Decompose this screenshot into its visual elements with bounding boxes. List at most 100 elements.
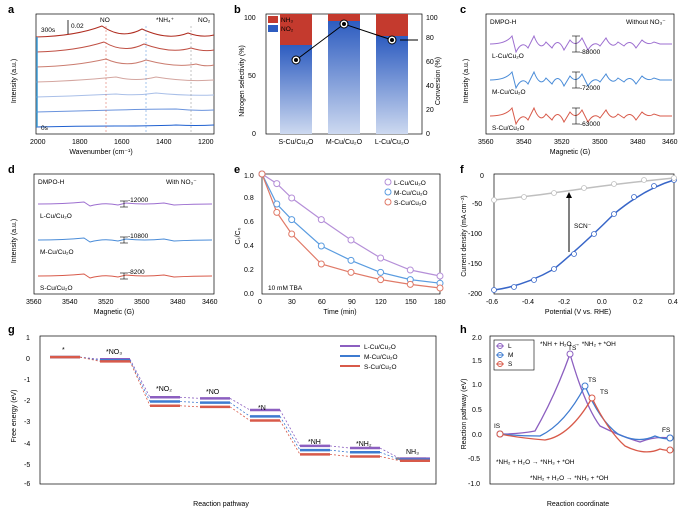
svg-text:3560: 3560 — [478, 139, 494, 146]
svg-text:2000: 2000 — [30, 139, 46, 146]
svg-text:TS: TS — [600, 389, 609, 396]
svg-text:M: M — [508, 352, 513, 359]
svg-text:0: 0 — [26, 356, 30, 363]
panel-a: a 300s 0s NO *NH₄⁺ NO₂ 0.02 200018001600… — [6, 6, 222, 156]
svg-text:0.5: 0.5 — [472, 407, 482, 414]
svg-text:*: * — [62, 347, 65, 354]
svg-text:TS: TS — [588, 377, 597, 384]
panel-c-chart: DMPO-H Without NO₃⁻ L-Cu/Cu₂O-88000 M-Cu… — [458, 6, 682, 156]
svg-text:*N: *N — [258, 405, 266, 412]
svg-text:*NH₂ + H₂O → *NH₃ + *OH: *NH₂ + H₂O → *NH₃ + *OH — [496, 459, 575, 466]
svg-text:1400: 1400 — [156, 139, 172, 146]
svg-text:L-Cu/Cu₂O: L-Cu/Cu₂O — [40, 213, 72, 220]
svg-text:60: 60 — [426, 59, 434, 66]
panel-c-xlabel: Magnetic (G) — [550, 149, 590, 156]
tba-note: 10 mM TBA — [268, 285, 303, 292]
svg-text:2.0: 2.0 — [472, 335, 482, 342]
svg-text:-0.6: -0.6 — [486, 299, 498, 306]
svg-text:NH₃: NH₃ — [406, 449, 419, 456]
nh4-label: *NH₄⁺ — [156, 17, 175, 24]
svg-text:80: 80 — [426, 35, 434, 42]
svg-text:20: 20 — [426, 107, 434, 114]
svg-text:IS: IS — [494, 423, 501, 430]
dmpo-title: DMPO-H — [490, 19, 517, 26]
svg-text:*NO₂: *NO₂ — [156, 386, 172, 393]
svg-text:S-Cu/Cu₂O: S-Cu/Cu₂O — [364, 364, 397, 371]
time-top: 300s — [41, 27, 56, 34]
svg-text:3560: 3560 — [26, 299, 42, 306]
scale-bar: 0.02 — [71, 23, 84, 30]
svg-text:-5: -5 — [24, 462, 30, 469]
panel-h-label: h — [460, 324, 467, 336]
svg-text:1.0: 1.0 — [472, 382, 482, 389]
panel-c-label: c — [460, 4, 466, 16]
svg-text:0.2: 0.2 — [633, 299, 643, 306]
panel-g-ylabel: Free energy (eV) — [11, 390, 18, 443]
svg-text:-4: -4 — [24, 441, 30, 448]
svg-text:0: 0 — [258, 299, 262, 306]
panel-b-ylabel2: Conversion (%) — [435, 57, 442, 105]
panel-a-xlabel: Wavenumber (cm⁻¹) — [69, 149, 132, 156]
svg-text:3460: 3460 — [202, 299, 218, 306]
svg-text:S-Cu/Cu₂O: S-Cu/Cu₂O — [278, 139, 314, 146]
svg-text:0.0: 0.0 — [597, 299, 607, 306]
svg-text:1.0: 1.0 — [244, 173, 254, 180]
panel-a-label: a — [8, 4, 14, 16]
svg-text:*NH₂ + H₂O → *NH₃ + *OH: *NH₂ + H₂O → *NH₃ + *OH — [530, 475, 609, 482]
panel-e-label: e — [234, 164, 240, 176]
svg-text:60: 60 — [318, 299, 326, 306]
panel-f-label: f — [460, 164, 464, 176]
panel-d-xlabel: Magnetic (G) — [94, 309, 134, 316]
svg-text:3520: 3520 — [98, 299, 114, 306]
svg-text:40: 40 — [426, 83, 434, 90]
svg-text:S-Cu/Cu₂O: S-Cu/Cu₂O — [40, 285, 73, 292]
svg-text:-0.5: -0.5 — [468, 456, 480, 463]
svg-text:3540: 3540 — [516, 139, 532, 146]
svg-text:M-Cu/Cu₂O: M-Cu/Cu₂O — [326, 139, 363, 146]
svg-text:100: 100 — [244, 15, 256, 22]
svg-text:*NH: *NH — [308, 439, 321, 446]
svg-text:*NO: *NO — [206, 389, 220, 396]
panel-h-ylabel: Reaction pathway (eV) — [461, 379, 468, 450]
svg-text:180: 180 — [434, 299, 446, 306]
panel-g-chart: L-Cu/Cu₂O M-Cu/Cu₂O S-Cu/Cu₂O **NO₃*NO₂*… — [6, 326, 446, 510]
svg-text:L-Cu/Cu₂O: L-Cu/Cu₂O — [375, 139, 410, 146]
svg-text:S-Cu/Cu₂O: S-Cu/Cu₂O — [492, 125, 525, 132]
panel-g: g L-Cu/Cu₂O M-Cu/Cu₂O S-Cu/Cu₂O **NO₃*NO… — [6, 326, 446, 510]
svg-text:-1.0: -1.0 — [468, 481, 480, 488]
svg-text:1600: 1600 — [114, 139, 130, 146]
svg-text:-100: -100 — [468, 231, 482, 238]
panel-c-ylabel: Intensity (a.u.) — [463, 59, 470, 103]
svg-text:S-Cu/Cu₂O: S-Cu/Cu₂O — [394, 200, 427, 207]
panel-f-xlabel: Potential (V vs. RHE) — [545, 309, 611, 316]
panel-f-chart: SCN⁻ -0.6-0.4-0.20.00.20.4 -200-150-100-… — [458, 166, 682, 316]
panel-d-label: d — [8, 164, 15, 176]
svg-text:L-Cu/Cu₂O: L-Cu/Cu₂O — [492, 53, 524, 60]
svg-text:FS: FS — [662, 427, 671, 434]
scn-label: SCN⁻ — [574, 223, 592, 230]
svg-text:-72000: -72000 — [580, 85, 601, 92]
panel-e-xlabel: Time (min) — [323, 309, 356, 316]
panel-d-ylabel: Intensity (a.u.) — [11, 219, 18, 263]
svg-text:150: 150 — [405, 299, 417, 306]
svg-text:0: 0 — [426, 131, 430, 138]
svg-text:90: 90 — [348, 299, 356, 306]
svg-text:-200: -200 — [468, 291, 482, 298]
panel-g-xlabel: Reaction pathway — [193, 501, 249, 508]
svg-text:L-Cu/Cu₂O: L-Cu/Cu₂O — [364, 344, 396, 351]
svg-text:-88000: -88000 — [580, 49, 601, 56]
panel-b: b NH₃ NO₂ 050100 020406080100 S-Cu/Cu₂OM… — [232, 6, 448, 156]
svg-text:0.6: 0.6 — [244, 219, 254, 226]
panel-h-chart: L M S ISTSTSTSFS *NH + H₂O → *NH₂ + *OH … — [458, 326, 682, 510]
dmpo-d-title: DMPO-H — [38, 179, 65, 186]
dmpo-d-subtitle: With NO₃⁻ — [166, 179, 197, 186]
panel-e-chart: L-Cu/Cu₂O M-Cu/Cu₂O S-Cu/Cu₂O 10 mM TBA … — [232, 166, 448, 316]
svg-text:L: L — [508, 343, 512, 350]
panel-h: h L M S ISTSTSTSFS *NH + H₂O → *NH₂ + *O… — [458, 326, 682, 510]
svg-text:3500: 3500 — [134, 299, 150, 306]
svg-text:NH₃: NH₃ — [281, 17, 293, 24]
panel-f-ylabel: Current density (mA cm⁻²) — [461, 195, 468, 277]
svg-text:3480: 3480 — [170, 299, 186, 306]
svg-text:L-Cu/Cu₂O: L-Cu/Cu₂O — [394, 180, 426, 187]
svg-text:1.5: 1.5 — [472, 358, 482, 365]
